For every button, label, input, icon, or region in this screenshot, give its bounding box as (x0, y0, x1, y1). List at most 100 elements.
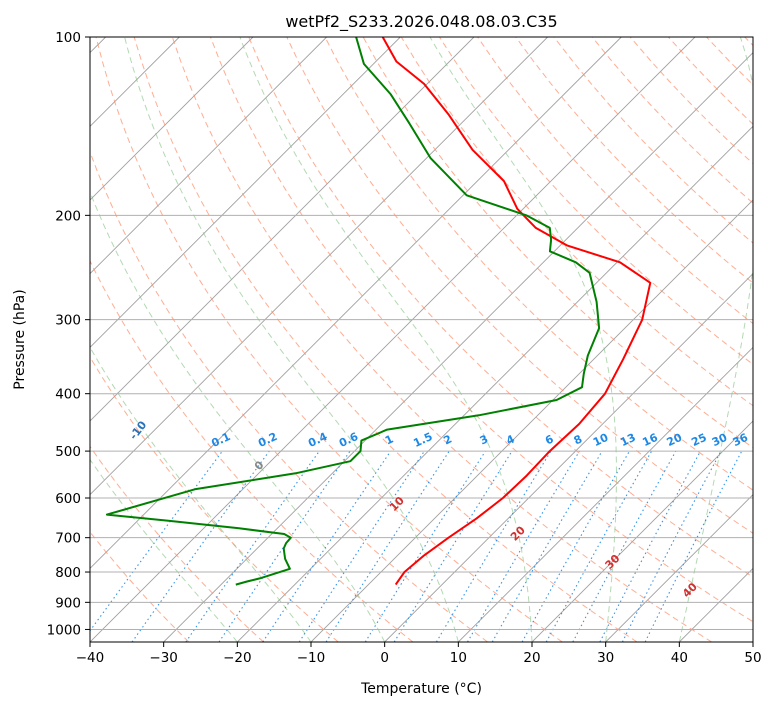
mixing-ratio-label: 13 (618, 431, 637, 449)
mixing-ratio-label: 36 (731, 431, 751, 449)
mixing-ratio-line (599, 450, 701, 642)
mixing-ratio-line (262, 450, 392, 642)
mixing-ratio-label: 0.1 (209, 430, 232, 450)
mixing-ratio-line (467, 450, 580, 642)
moist-adiabat-label: 20 (508, 523, 528, 543)
x-tick-label: −20 (223, 650, 252, 666)
moist-adiabat-line (124, 37, 459, 642)
mixing-ratio-line (572, 450, 677, 642)
moist-adiabat-line (678, 37, 753, 642)
mixing-ratio-label: 16 (640, 431, 660, 449)
dry-adiabat-line (515, 37, 753, 284)
moist-adiabat-line (90, 190, 386, 642)
isotherm-line (458, 346, 753, 642)
dry-adiabat-line (668, 37, 753, 125)
moist-adiabat-label: 40 (680, 580, 700, 600)
moist-adiabat-line (90, 458, 238, 642)
mixing-ratio-line (644, 450, 743, 642)
mixing-ratio-line (435, 450, 552, 642)
sounding-profiles (105, 37, 652, 586)
isotherm-line (90, 37, 475, 422)
temperature-profile (381, 37, 652, 586)
isotherm-line (90, 37, 254, 201)
dry-adiabat-line (90, 531, 190, 642)
mixing-ratio-line (521, 450, 630, 642)
mixing-ratio-label: 25 (689, 431, 708, 449)
isotherm-line (90, 37, 327, 275)
x-tick-label: 30 (597, 650, 614, 666)
isotherm-line (384, 273, 753, 642)
dry-adiabat-line (248, 37, 753, 578)
y-tick-label: 1000 (47, 622, 81, 638)
mixing-ratio-line (364, 450, 486, 642)
y-tick-label: 200 (55, 208, 81, 224)
dry-adiabat-line (210, 37, 753, 623)
mixing-ratio-label: 4 (504, 432, 517, 447)
mixing-ratio-label: 6 (543, 432, 556, 447)
mixing-ratio-line (325, 450, 450, 642)
mixing-ratio-line (185, 450, 320, 642)
y-axis-label: Pressure (hPa) (12, 289, 28, 389)
y-tick-label: 700 (55, 531, 81, 547)
mixing-ratio-line (545, 450, 653, 642)
y-tick-label: 300 (55, 313, 81, 329)
mixing-ratio-label: 30 (710, 431, 730, 449)
isotherm-line (752, 641, 753, 642)
dewpoint-profile (105, 37, 601, 586)
background-lines (90, 37, 753, 642)
dry-adiabat-line (324, 37, 753, 491)
mixing-ratio-label: 1 (383, 432, 395, 447)
x-tick-label: 20 (523, 650, 540, 666)
pressure-gridlines (90, 37, 753, 630)
dry-adiabat-line (171, 37, 712, 642)
mixing-ratio-label: 20 (665, 431, 685, 449)
isotherm-line (679, 567, 753, 642)
mixing-ratio-label: 8 (572, 432, 584, 447)
y-tick-label: 800 (55, 565, 81, 581)
x-axis: −40 −30 −20 −10 0 10 20 30 40 50 (76, 642, 762, 666)
x-axis-label: Temperature (°C) (360, 681, 482, 697)
isotherm-line (163, 52, 753, 642)
chart-title: wetPf2_S233.2026.048.08.03.C35 (285, 12, 557, 32)
isotherm-line (90, 37, 401, 348)
mixing-ratio-line (298, 450, 425, 642)
dry-adiabat-line (90, 150, 488, 642)
moist-adiabat-line (90, 346, 312, 642)
moist-adiabat-line (752, 640, 753, 642)
x-tick-label: −40 (76, 650, 105, 666)
mixing-ratio-label: 1.5 (411, 430, 434, 450)
x-tick-label: 10 (450, 650, 467, 666)
plot-frame (89, 36, 754, 643)
mixing-ratio-line (218, 450, 351, 642)
mixing-ratio-label: 0.4 (306, 430, 329, 450)
y-tick-label: 500 (55, 444, 81, 460)
dry-adiabat-line (90, 259, 414, 642)
isotherm-line (605, 494, 753, 642)
isotherm-line (90, 37, 622, 569)
moist-adiabat-label: 0 (252, 458, 267, 473)
x-tick-label: −30 (149, 650, 178, 666)
moist-adiabat-line (239, 37, 533, 642)
dry-adiabat-line (286, 37, 753, 534)
isotherm-line (90, 37, 548, 496)
isotherm-line (90, 37, 696, 642)
dry-adiabat-line (95, 37, 563, 642)
dry-adiabat-line (591, 37, 753, 204)
x-tick-label: 0 (380, 650, 389, 666)
isotherm-line (531, 420, 753, 642)
dry-adiabat-line (744, 37, 753, 47)
dry-adiabat-line (706, 37, 753, 86)
x-tick-label: −10 (297, 650, 326, 666)
mixing-ratio-line (393, 450, 513, 642)
moist-adiabat-label: 10 (387, 494, 407, 514)
moist-adiabat-line (429, 37, 617, 642)
dry-adiabat-line (90, 356, 339, 642)
dry-adiabat-line (553, 37, 753, 244)
mixing-ratio-label: 0.2 (256, 430, 279, 450)
mixing-ratio-line (90, 450, 223, 632)
x-tick-label: 50 (744, 650, 761, 666)
x-tick-label: 40 (671, 650, 688, 666)
dry-adiabat-line (438, 37, 753, 366)
y-tick-label: 600 (55, 491, 81, 507)
